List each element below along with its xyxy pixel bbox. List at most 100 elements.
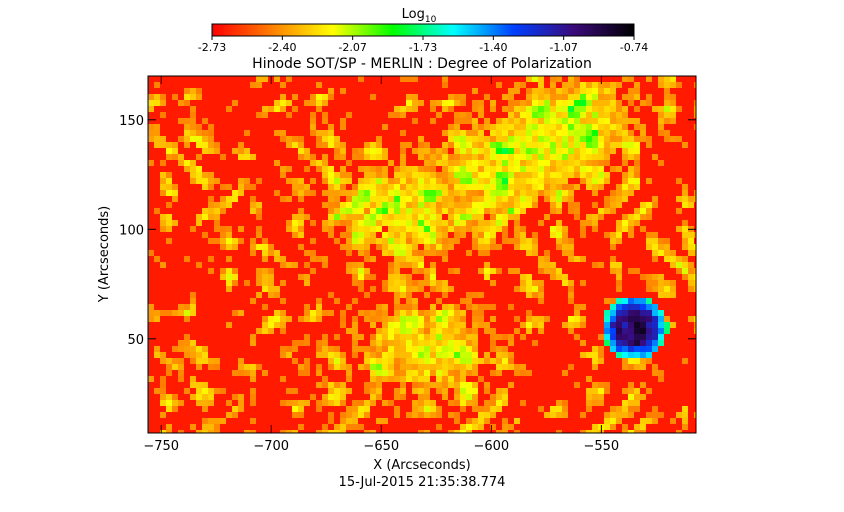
heatmap-cell <box>430 310 436 316</box>
heatmap-cell <box>616 112 622 118</box>
heatmap-cell <box>454 118 460 124</box>
heatmap-cell <box>454 220 460 226</box>
heatmap-cell <box>568 364 574 370</box>
heatmap-cell <box>436 112 442 118</box>
heatmap-cell <box>178 346 184 352</box>
heatmap-cell <box>652 196 658 202</box>
heatmap-cell <box>622 430 628 433</box>
heatmap-cell <box>376 358 382 364</box>
heatmap-cell <box>628 130 634 136</box>
heatmap-cell <box>238 310 244 316</box>
heatmap-cell <box>526 148 532 154</box>
heatmap-cell <box>400 202 406 208</box>
heatmap-cell <box>676 430 682 433</box>
heatmap-cell <box>592 346 598 352</box>
heatmap-cell <box>592 88 598 94</box>
heatmap-cell <box>568 244 574 250</box>
heatmap-cell <box>364 154 370 160</box>
heatmap-cell <box>286 112 292 118</box>
heatmap-cell <box>568 166 574 172</box>
heatmap-cell <box>406 220 412 226</box>
heatmap-cell <box>556 76 562 82</box>
heatmap-cell <box>328 208 334 214</box>
heatmap-cell <box>484 244 490 250</box>
heatmap-cell <box>460 310 466 316</box>
heatmap-cell <box>670 262 676 268</box>
heatmap-cell <box>448 412 454 418</box>
heatmap-cell <box>574 136 580 142</box>
heatmap-cell <box>484 160 490 166</box>
heatmap-cell <box>406 340 412 346</box>
heatmap-cell <box>364 172 370 178</box>
heatmap-cell <box>622 316 628 322</box>
heatmap-cell <box>424 226 430 232</box>
heatmap-cell <box>202 142 208 148</box>
heatmap-cell <box>664 238 670 244</box>
heatmap-cell <box>586 166 592 172</box>
heatmap-cell <box>676 256 682 262</box>
heatmap-cell <box>526 100 532 106</box>
heatmap-cell <box>382 238 388 244</box>
heatmap-cell <box>328 418 334 424</box>
heatmap-cell <box>646 244 652 250</box>
heatmap-cell <box>352 148 358 154</box>
heatmap-cell <box>382 220 388 226</box>
heatmap-cell <box>442 388 448 394</box>
heatmap-cell <box>556 136 562 142</box>
heatmap-cell <box>388 226 394 232</box>
heatmap-cell <box>172 364 178 370</box>
heatmap-cell <box>298 208 304 214</box>
heatmap-cell <box>466 178 472 184</box>
heatmap-cell <box>190 178 196 184</box>
heatmap-cell <box>544 142 550 148</box>
heatmap-cell <box>544 190 550 196</box>
heatmap-cell <box>166 202 172 208</box>
heatmap-cell <box>622 196 628 202</box>
heatmap-cell <box>484 148 490 154</box>
heatmap-cell <box>196 400 202 406</box>
heatmap-cell <box>418 340 424 346</box>
heatmap-cell <box>286 400 292 406</box>
heatmap-cell <box>598 382 604 388</box>
heatmap-cell <box>382 232 388 238</box>
heatmap-cell <box>544 118 550 124</box>
heatmap-cell <box>412 310 418 316</box>
heatmap-cell <box>604 322 610 328</box>
heatmap-cell <box>250 250 256 256</box>
heatmap-cell <box>358 184 364 190</box>
heatmap-cell <box>562 412 568 418</box>
heatmap-cell <box>634 364 640 370</box>
heatmap-cell <box>322 430 328 433</box>
heatmap-cell <box>292 214 298 220</box>
heatmap-cell <box>148 304 154 310</box>
heatmap-cell <box>652 244 658 250</box>
heatmap-cell <box>424 412 430 418</box>
heatmap-cell <box>412 358 418 364</box>
heatmap-cell <box>328 172 334 178</box>
heatmap-cell <box>544 172 550 178</box>
heatmap-cell <box>322 346 328 352</box>
heatmap-cell <box>436 328 442 334</box>
heatmap-cell <box>196 394 202 400</box>
heatmap-cell <box>646 280 652 286</box>
heatmap-cell <box>184 388 190 394</box>
heatmap-cell <box>400 340 406 346</box>
heatmap-cell <box>628 400 634 406</box>
heatmap-cell <box>496 148 502 154</box>
heatmap-cell <box>592 202 598 208</box>
heatmap-cell <box>418 100 424 106</box>
heatmap-cell <box>388 178 394 184</box>
heatmap-cell <box>376 370 382 376</box>
heatmap-cell <box>400 238 406 244</box>
heatmap-cell <box>508 88 514 94</box>
heatmap-cell <box>538 178 544 184</box>
heatmap-cell <box>634 346 640 352</box>
heatmap-cell <box>604 100 610 106</box>
heatmap-cell <box>478 124 484 130</box>
heatmap-cell <box>544 112 550 118</box>
heatmap-cell <box>526 310 532 316</box>
heatmap-cell <box>352 424 358 430</box>
heatmap-cell <box>490 346 496 352</box>
heatmap-cell <box>580 136 586 142</box>
heatmap-cell <box>532 148 538 154</box>
